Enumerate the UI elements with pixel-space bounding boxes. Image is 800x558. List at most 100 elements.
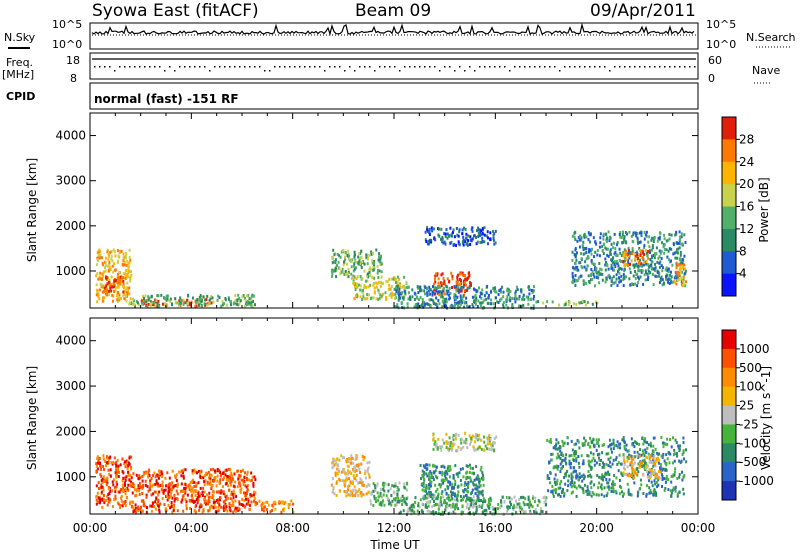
velocity-echo-cell: [626, 465, 629, 469]
power-echo-cell: [333, 260, 336, 264]
velocity-echo-cell: [646, 473, 649, 477]
power-echo-cell: [413, 291, 416, 295]
velocity-echo-cell: [180, 500, 183, 504]
velocity-echo-cell: [607, 470, 609, 474]
power-echo-cell: [165, 294, 168, 298]
nave-point: [559, 70, 561, 72]
velocity-echo-cell: [631, 464, 634, 468]
power-echo-cell: [128, 286, 131, 290]
velocity-echo-cell: [552, 492, 554, 496]
velocity-echo-cell: [397, 488, 400, 492]
velocity-echo-cell: [643, 458, 646, 462]
power-echo-cell: [334, 258, 337, 262]
power-echo-cell: [475, 296, 478, 300]
power-echo-cell: [178, 302, 181, 306]
power-echo-cell: [424, 286, 427, 289]
velocity-echo-cell: [377, 499, 380, 503]
velocity-echo-cell: [99, 465, 102, 468]
nave-point: [499, 66, 501, 68]
velocity-echo-cell: [554, 473, 557, 477]
velocity-echo-cell: [424, 505, 427, 509]
velocity-echo-cell: [607, 457, 610, 461]
power-echo-cell: [363, 297, 366, 301]
power-echo-cell: [622, 284, 625, 287]
velocity-echo-cell: [99, 462, 101, 465]
power-echo-cell: [646, 272, 649, 276]
power-echo-cell: [344, 258, 346, 262]
velocity-echo-cell: [570, 462, 573, 466]
velocity-echo-cell: [480, 491, 483, 495]
velocity-echo-cell: [432, 433, 435, 437]
velocity-echo-cell: [348, 457, 350, 461]
velocity-echo-cell: [350, 456, 353, 460]
velocity-echo-cell: [180, 482, 183, 486]
velocity-echo-cell: [375, 500, 377, 504]
velocity-echo-cell: [669, 438, 671, 442]
power-echo-cell: [618, 233, 621, 236]
velocity-echo-cell: [132, 500, 135, 504]
velocity-echo-cell: [436, 446, 439, 450]
power-echo-cell: [455, 288, 458, 292]
power-echo-cell: [576, 251, 578, 255]
velocity-echo-cell: [659, 462, 662, 466]
velocity-echo-cell: [405, 497, 408, 501]
velocity-echo-cell: [669, 489, 672, 493]
power-echo-cell: [434, 302, 437, 306]
power-echo-cell: [492, 286, 495, 290]
power-echo-cell: [599, 232, 602, 236]
power-echo-cell: [483, 240, 486, 244]
velocity-echo-cell: [231, 492, 234, 496]
velocity-echo-cell: [103, 498, 106, 502]
power-echo-cell: [127, 268, 130, 272]
power-echo-cell: [577, 276, 580, 280]
velocity-echo-cell: [413, 510, 416, 514]
power-echo-cell: [622, 273, 625, 277]
power-echo-cell: [620, 235, 623, 239]
nave-point: [679, 66, 681, 68]
power-echo-cell: [416, 285, 419, 289]
velocity-echo-cell: [655, 480, 658, 484]
nave-point: [534, 66, 536, 68]
velocity-echo-cell: [207, 502, 210, 506]
velocity-echo-cell: [457, 475, 460, 478]
velocity-echo-cell: [123, 481, 126, 485]
velocity-echo-cell: [198, 508, 201, 512]
power-echo-cell: [457, 240, 460, 244]
power-echo-cell: [625, 263, 628, 266]
power-echo-cell: [350, 259, 353, 263]
velocity-echo-cell: [170, 505, 173, 509]
velocity-echo-cell: [445, 440, 448, 444]
power-echo-cell: [598, 273, 601, 277]
velocity-echo-cell: [435, 442, 438, 446]
velocity-echo-cell: [503, 500, 506, 504]
power-echo-cell: [430, 226, 433, 230]
velocity-echo-cell: [421, 469, 424, 473]
velocity-echo-cell: [481, 504, 484, 508]
velocity-echo-cell: [125, 475, 128, 479]
velocity-echo-cell: [201, 490, 204, 494]
velocity-echo-cell: [631, 469, 634, 473]
velocity-echo-cell: [474, 487, 477, 491]
velocity-echo-cell: [419, 498, 422, 502]
power-echo-cell: [515, 285, 518, 289]
power-echo-cell: [363, 269, 366, 273]
velocity-echo-cell: [169, 506, 172, 510]
power-ytick-label: 3000: [55, 174, 86, 188]
velocity-echo-cell: [366, 468, 369, 472]
velocity-echo-cell: [373, 494, 376, 498]
velocity-echo-cell: [541, 510, 544, 513]
velocity-echo-cell: [625, 443, 628, 447]
velocity-echo-cell: [207, 498, 210, 502]
velocity-echo-cell: [530, 503, 532, 507]
velocity-echo-cell: [462, 490, 465, 494]
velocity-echo-cell: [578, 472, 581, 476]
velocity-echo-cell: [647, 464, 650, 468]
velocity-echo-cell: [645, 466, 648, 470]
velocity-echo-cell: [229, 474, 232, 478]
velocity-echo-cell: [628, 474, 631, 478]
power-echo-cell: [636, 232, 639, 236]
power-echo-cell: [126, 272, 129, 276]
velocity-echo-cell: [374, 489, 377, 492]
power-echo-cell: [604, 280, 607, 284]
power-colorbar-tick-label: 20: [739, 177, 754, 191]
